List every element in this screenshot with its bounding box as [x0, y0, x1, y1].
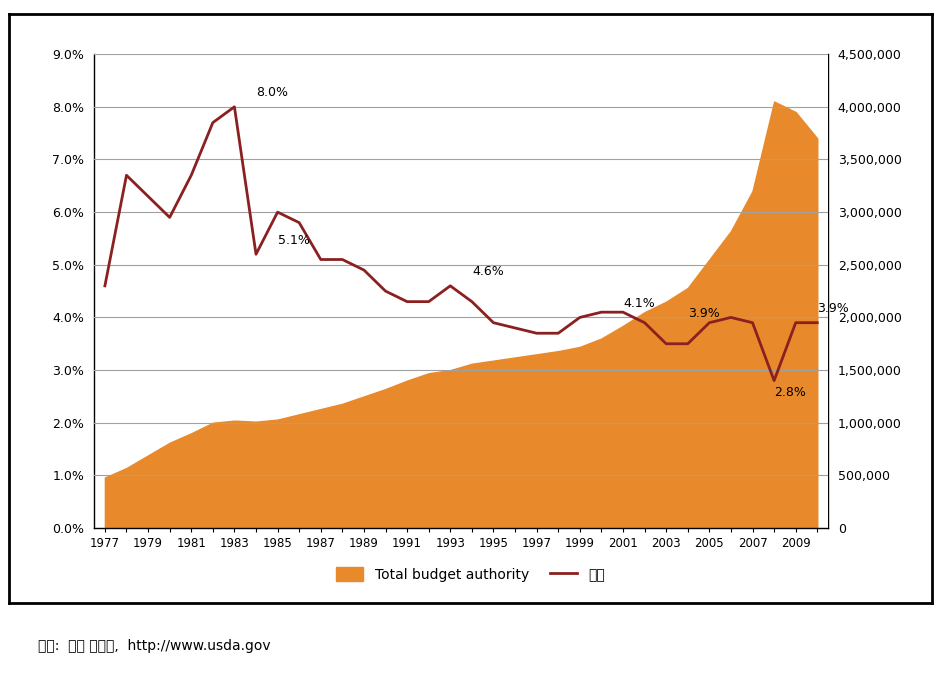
Text: 4.6%: 4.6% — [471, 265, 503, 278]
Text: 3.9%: 3.9% — [688, 307, 720, 320]
Text: 2.8%: 2.8% — [774, 387, 806, 399]
Text: 3.9%: 3.9% — [818, 302, 849, 315]
Legend: Total budget authority, 비중: Total budget authority, 비중 — [336, 567, 605, 582]
Text: 자료:  미국 농무부,  http://www.usda.gov: 자료: 미국 농무부, http://www.usda.gov — [38, 639, 270, 653]
Text: 5.1%: 5.1% — [278, 234, 310, 246]
Text: 8.0%: 8.0% — [256, 86, 288, 100]
Text: 4.1%: 4.1% — [623, 297, 655, 310]
